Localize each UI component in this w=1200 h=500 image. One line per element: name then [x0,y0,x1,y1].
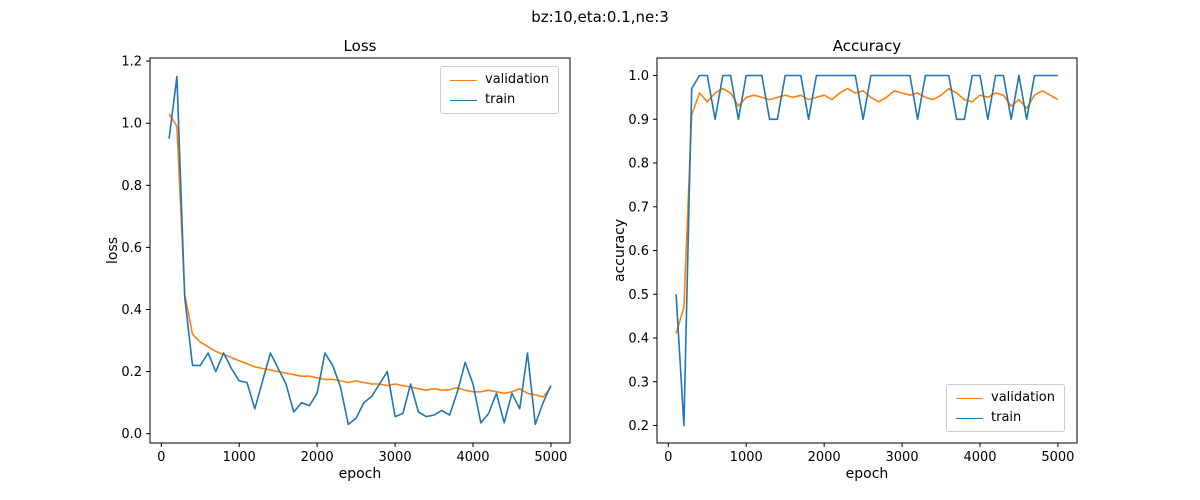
legend-item-train: train [450,92,549,108]
legend-item-validation: validation [956,390,1055,406]
chart-loss: 0 1000 2000 3000 4000 5000 0.0 0.2 0.4 0.6 0.8 1.0 1… [121,55,571,465]
legend-item-train: train [956,410,1055,426]
y-tick-label: 0.6 [121,241,142,256]
legend-accuracy: validation train [946,384,1066,432]
legend-label-train: train [485,92,516,107]
legend-loss: validation train [440,66,560,114]
x-axis-label-loss: epoch [338,466,382,482]
x-tick-label: 0 [664,450,672,465]
figure-suptitle: bz:10,eta:0.1,ne:3 [531,8,669,26]
y-tick-label: 1.2 [121,55,142,70]
y-tick-label: 0.0 [121,427,142,442]
train-line-swatch [956,417,983,419]
y-tick-label: 0.2 [121,365,142,380]
legend-label-train: train [991,410,1022,425]
y-tick-label: 0.5 [628,288,649,303]
x-tick-label: 3000 [886,450,919,465]
y-tick-label: 0.9 [628,113,649,128]
plot-border [656,57,1078,444]
x-tick-label: 4000 [456,450,489,465]
y-tick-label: 1.0 [121,117,142,132]
y-tick-label: 0.2 [628,419,649,434]
y-tick-label: 0.6 [628,244,649,259]
y-tick-label: 0.7 [628,200,649,215]
x-axis-label-accuracy: epoch [845,466,889,482]
y-tick-label: 0.4 [628,332,649,347]
y-tick-label: 1.0 [628,69,649,84]
y-tick-label: 0.4 [121,303,142,318]
y-tick-label: 0.8 [628,157,649,172]
train-line-swatch [450,99,477,101]
x-tick-label: 0 [157,450,165,465]
validation-line [675,87,1059,334]
validation-line-swatch [450,79,477,81]
y-tick-label: 0.3 [628,375,649,390]
chart-accuracy: 0 1000 2000 3000 4000 5000 0.2 0.3 0.4 0.5 0.6 0.7 0… [628,57,1078,465]
x-tick-label: 1000 [730,450,763,465]
x-tick-label: 3000 [379,450,412,465]
x-tick-label: 2000 [301,450,334,465]
plot-border [149,57,571,444]
train-line [675,74,1058,427]
x-tick-label: 1000 [223,450,256,465]
x-tick-label: 2000 [808,450,841,465]
y-axis-label-accuracy: accuracy [612,218,628,283]
y-axis-label-loss: loss [105,236,121,265]
train-line [168,75,552,426]
legend-item-validation: validation [450,72,549,88]
legend-label-validation: validation [485,72,550,87]
x-tick-label: 4000 [963,450,996,465]
legend-label-validation: validation [991,390,1056,405]
x-tick-label: 5000 [1041,450,1074,465]
validation-line [168,113,552,398]
x-tick-label: 5000 [534,450,567,465]
validation-line-swatch [956,397,983,399]
y-tick-label: 0.8 [121,179,142,194]
chart-title-loss: Loss [343,37,377,55]
chart-title-accuracy: Accuracy [832,37,902,55]
